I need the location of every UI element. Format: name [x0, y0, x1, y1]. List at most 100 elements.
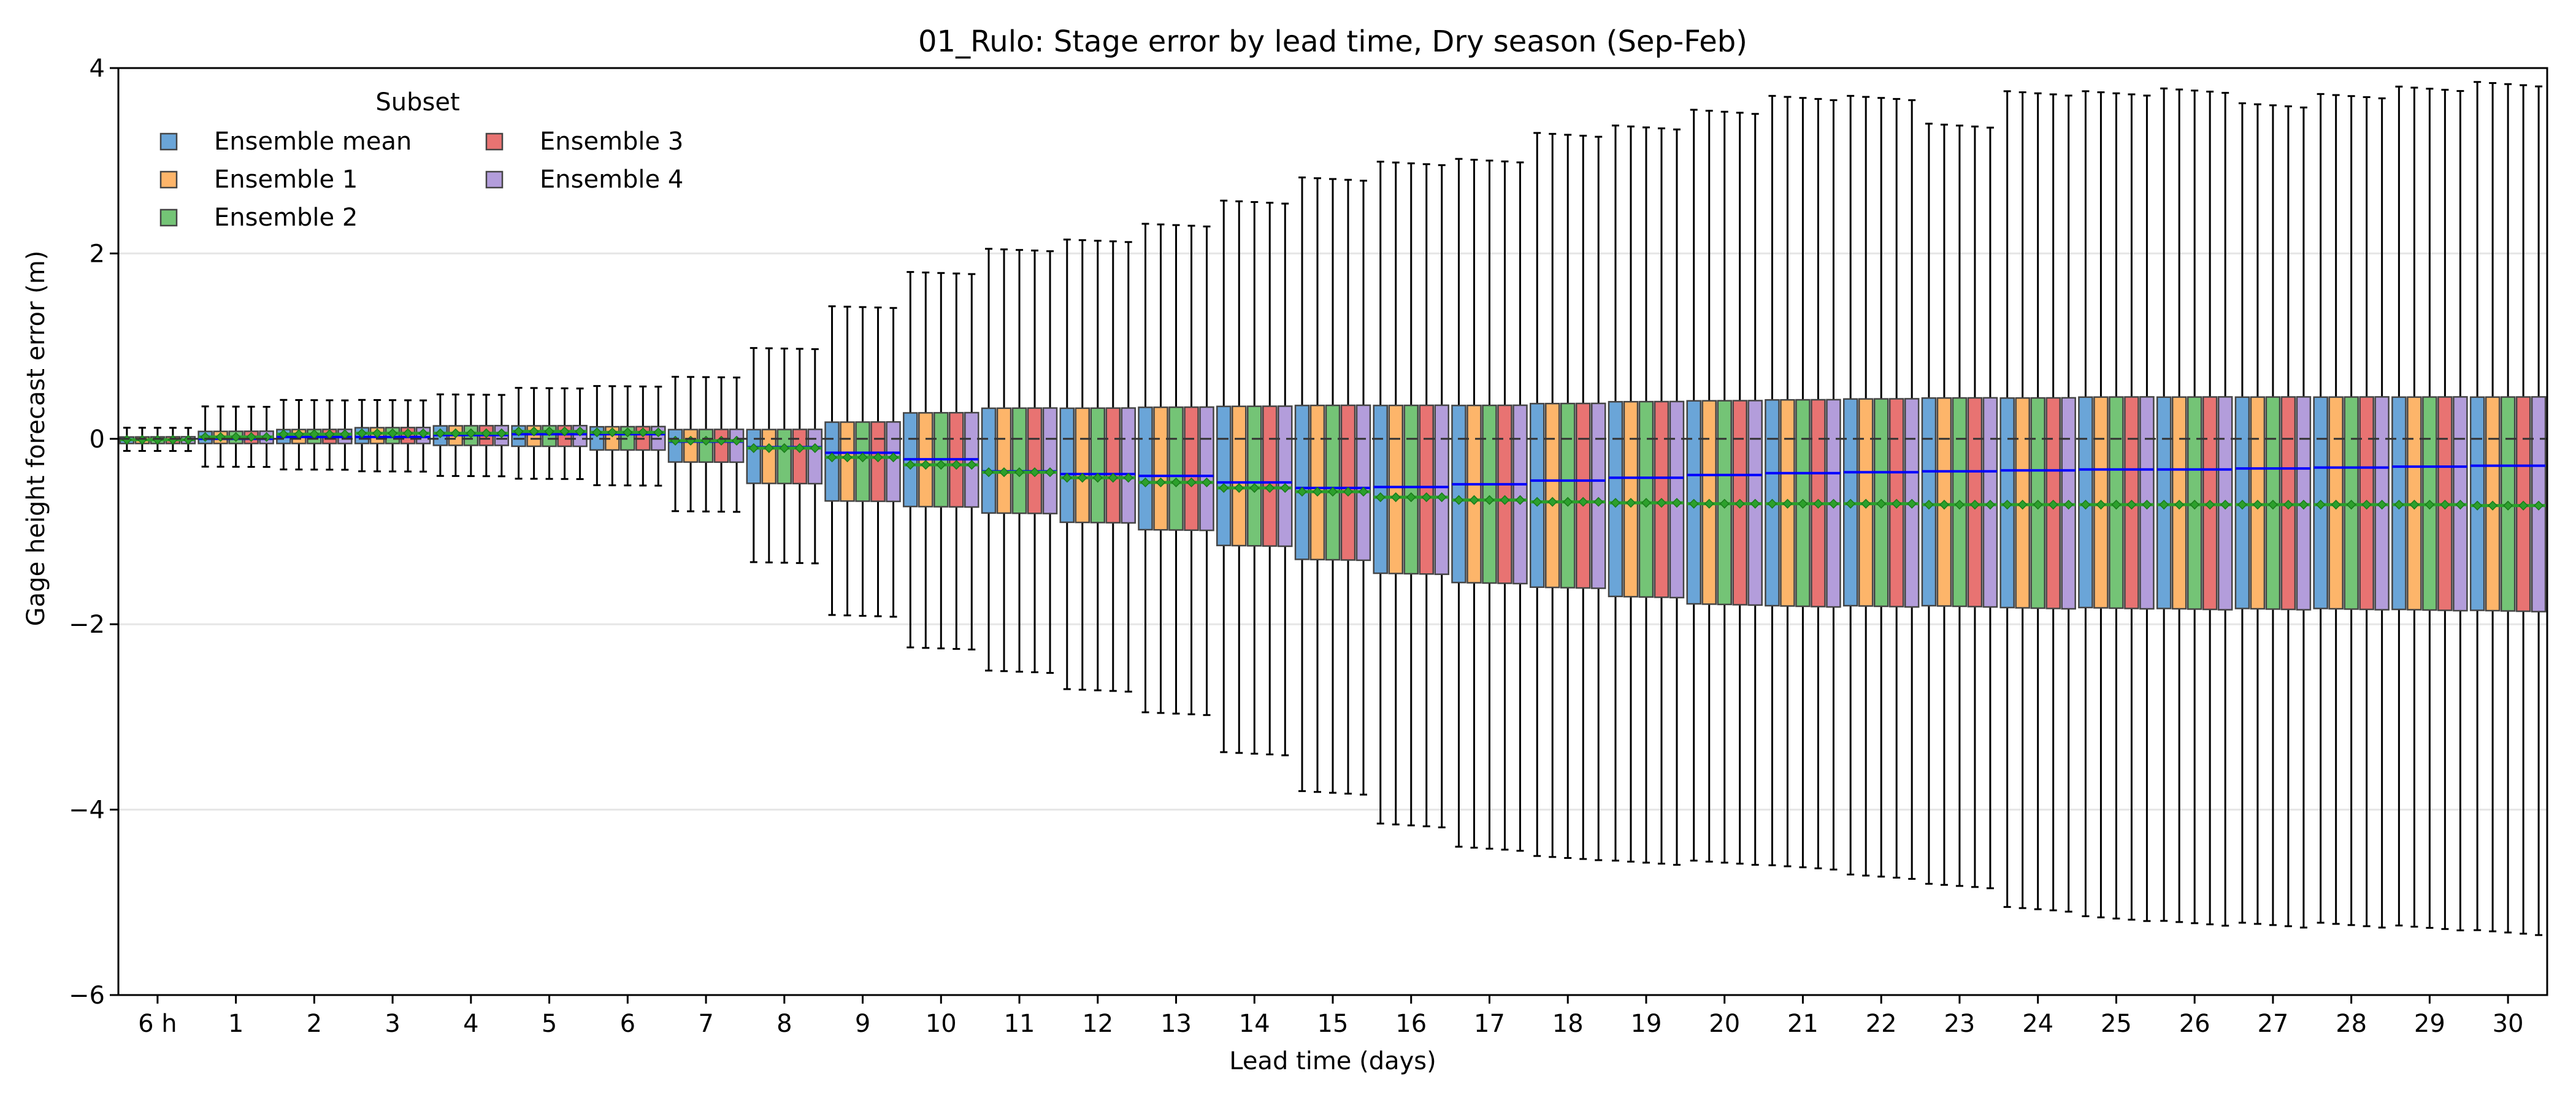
box-group-1: [197, 405, 274, 468]
box-cat18-s4: [1590, 402, 1606, 589]
mean-marker-cat6-s0: [592, 427, 602, 438]
box-cat14-s3: [1262, 405, 1278, 547]
box-group-11: [981, 248, 1058, 674]
mean-marker-cat21-s4: [1828, 498, 1839, 509]
x-tick-label-24: 24: [2022, 1010, 2053, 1038]
mean-marker-cat28-s4: [2377, 500, 2387, 510]
box-group-21: [1765, 94, 1841, 871]
mean-marker-cat3-s1: [372, 428, 383, 438]
x-tick-label-6: 6: [620, 1010, 635, 1038]
mean-marker-cat8-s1: [764, 443, 774, 453]
mean-marker-cat13-s1: [1156, 477, 1166, 487]
legend-swatch-0: [159, 132, 178, 151]
box-cat16-s1: [1388, 405, 1403, 574]
box-group-5: [511, 387, 588, 480]
box-cat11-s2: [1011, 407, 1027, 514]
box-group-3: [354, 399, 431, 473]
mean-marker-cat16-s2: [1406, 492, 1416, 503]
mean-marker-cat21-s2: [1798, 498, 1808, 509]
box-cat12-s1: [1075, 407, 1091, 524]
x-tick-label-10: 10: [926, 1010, 957, 1038]
legend-label-1: Ensemble 1: [214, 166, 358, 194]
box-cat18-s0: [1529, 403, 1545, 588]
mean-marker-cat30-s3: [2518, 500, 2529, 511]
axis-ticks: 420−2−4−66 h 1 2 3 4 5 6 7 8 9 10 11 12 13 14 15 16 17 18 1…: [69, 55, 2524, 1038]
legend-swatch-4: [485, 170, 504, 189]
mean-marker-cat15-s3: [1343, 486, 1354, 497]
mean-marker-cat27-s0: [2237, 500, 2247, 510]
mean-marker-cat11-s2: [1014, 467, 1025, 478]
mean-marker-cat12-s2: [1092, 473, 1103, 483]
legend-swatch-3: [485, 132, 504, 151]
mean-marker-cat26-s1: [2174, 500, 2185, 510]
box-cat14-s2: [1247, 405, 1262, 547]
mean-marker-cat27-s1: [2252, 500, 2263, 510]
mean-marker-cat19-s2: [1641, 498, 1652, 508]
box-group-19: [1608, 124, 1685, 866]
mean-marker-cat13-s2: [1171, 477, 1181, 487]
x-tick-label-0: 6 h: [138, 1010, 177, 1038]
mean-marker-cat17-s0: [1454, 495, 1464, 505]
mean-marker-cat12-s0: [1062, 473, 1072, 483]
mean-marker-cat13-s4: [1202, 477, 1212, 487]
box-cat8-s4: [807, 429, 823, 485]
mean-marker-cat30-s1: [2488, 500, 2498, 511]
x-tick-label-21: 21: [1787, 1010, 1819, 1038]
mean-marker-cat24-s2: [2033, 500, 2043, 510]
box-cat13-s4: [1199, 406, 1214, 532]
x-tick-label-15: 15: [1317, 1010, 1349, 1038]
mean-marker-cat20-s0: [1689, 498, 1699, 509]
mean-marker-cat5-s3: [559, 426, 570, 437]
mean-marker-cat29-s2: [2425, 500, 2435, 510]
box-cat15-s1: [1309, 405, 1325, 560]
legend-swatch-1: [159, 170, 178, 189]
mean-marker-cat6-s1: [607, 427, 618, 438]
mean-marker-cat23-s4: [1985, 500, 1995, 510]
box-cat14-s4: [1278, 405, 1293, 547]
mean-marker-cat10-s4: [967, 460, 977, 470]
box-group-15: [1294, 176, 1371, 796]
box-cat8-s1: [761, 429, 777, 484]
mean-marker-cat15-s1: [1312, 486, 1323, 497]
mean-marker-cat26-s0: [2159, 500, 2169, 510]
mean-marker-cat1-s2: [231, 432, 241, 442]
box-cat16-s4: [1434, 404, 1449, 575]
box-cat14-s1: [1232, 405, 1247, 547]
box-cat7-s1: [683, 429, 699, 463]
mean-marker-cat24-s3: [2048, 500, 2058, 510]
legend-label-4: Ensemble 4: [540, 166, 683, 194]
mean-marker-cat22-s0: [1846, 498, 1856, 509]
mean-marker-cat24-s0: [2002, 500, 2012, 510]
box-group-27: [2234, 102, 2312, 929]
x-tick-label-1: 1: [228, 1010, 243, 1038]
mean-marker-cat26-s4: [2220, 500, 2231, 510]
box-group-7: [667, 375, 745, 513]
box-group-28: [2313, 93, 2390, 929]
mean-marker-cat28-s2: [2346, 500, 2356, 510]
mean-marker-cat17-s1: [1469, 495, 1479, 505]
mean-marker-cat5-s0: [513, 426, 524, 437]
mean-marker-cat21-s1: [1782, 498, 1793, 509]
mean-marker-cat23-s1: [1939, 500, 1949, 510]
chart-title: 01_Rulo: Stage error by lead time, Dry s…: [918, 25, 1747, 59]
mean-marker-cat4-s1: [450, 428, 461, 438]
mean-marker-cat25-s2: [2111, 500, 2122, 510]
legend: Subset Ensemble mean Ensemble 1 Ensemble 2 E…: [159, 88, 683, 232]
mean-marker-cat28-s0: [2315, 500, 2326, 510]
box-plots: [119, 81, 2547, 936]
mean-marker-cat8-s0: [748, 443, 759, 453]
x-tick-label-14: 14: [1239, 1010, 1270, 1038]
box-group-16: [1373, 161, 1449, 829]
mean-marker-cat10-s3: [951, 460, 962, 470]
box-cat13-s2: [1168, 406, 1184, 531]
mean-marker-cat8-s3: [794, 443, 805, 453]
x-tick-label-13: 13: [1160, 1010, 1192, 1038]
mean-marker-cat28-s3: [2361, 500, 2372, 510]
box-group-10: [903, 271, 979, 650]
mean-marker-cat10-s1: [921, 460, 931, 470]
mean-marker-cat20-s4: [1750, 498, 1760, 509]
box-cat12-s3: [1105, 407, 1121, 524]
box-group-30: [2469, 81, 2547, 936]
mean-marker-cat26-s2: [2190, 500, 2200, 510]
mean-marker-cat14-s4: [1280, 482, 1290, 493]
